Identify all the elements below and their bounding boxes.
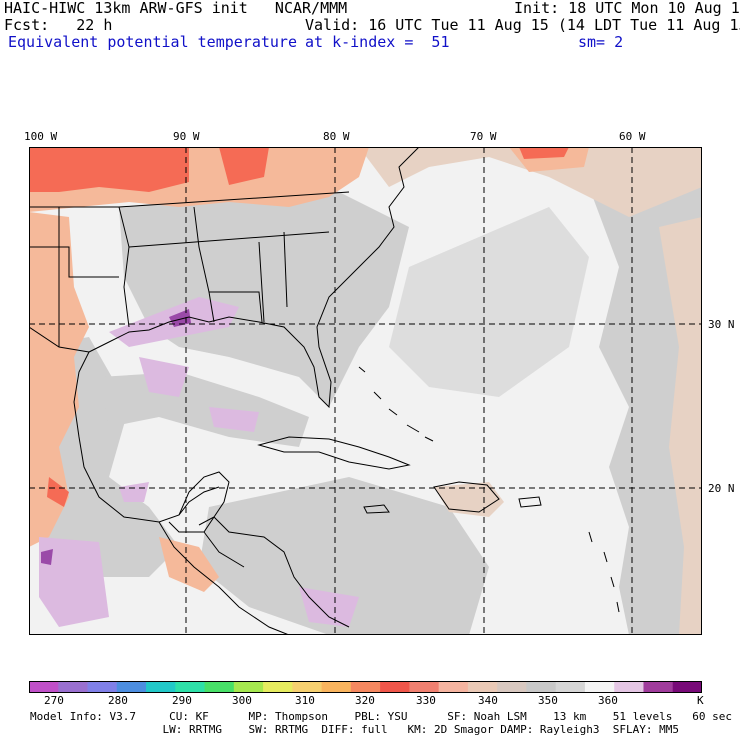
field-hot-plains	[29, 147, 189, 192]
colorbar-label-330: 330	[416, 694, 436, 707]
colorbar-swatch	[584, 681, 615, 693]
forecast-hour: Fcst: 22 h	[4, 16, 113, 34]
map-frame	[29, 147, 702, 635]
colorbar-swatch	[672, 681, 702, 693]
lon-label-80w: 80 W	[323, 130, 350, 143]
colorbar-swatch	[29, 681, 59, 693]
colorbar-label-270: 270	[44, 694, 64, 707]
colorbar-swatch	[321, 681, 352, 693]
field-lilac-gulf	[139, 357, 189, 397]
colorbar-swatch	[526, 681, 557, 693]
colorbar-label-320: 320	[355, 694, 375, 707]
field-tan-northeast	[359, 147, 702, 217]
graticule	[29, 147, 702, 635]
field-purple-mexico	[41, 549, 53, 565]
model-title: HAIC-HIWC 13km ARW-GFS init NCAR/MMM	[4, 0, 348, 17]
colorbar-label-350: 350	[538, 694, 558, 707]
colorbar-swatch	[497, 681, 527, 693]
field-lilac-yucatan	[209, 407, 259, 432]
colorbar	[29, 681, 702, 693]
model-info-line1: Model Info: V3.7 CU: KF MP: Thompson PBL…	[30, 710, 732, 723]
field-lilac-central-america	[119, 482, 149, 502]
lon-label-90w: 90 W	[173, 130, 200, 143]
colorbar-swatch	[87, 681, 118, 693]
field-hot-northeast	[519, 147, 569, 159]
colorbar-swatch	[292, 681, 323, 693]
colorbar-swatch	[467, 681, 498, 693]
theta-e-map	[29, 147, 702, 635]
colorbar-swatch	[614, 681, 644, 693]
colorbar-label-290: 290	[172, 694, 192, 707]
colorbar-swatch	[146, 681, 176, 693]
field-name: Equivalent potential temperature	[8, 33, 297, 51]
colorbar-swatch	[233, 681, 264, 693]
colorbar-swatch	[409, 681, 440, 693]
field-warm-central-america	[159, 537, 219, 592]
coastlines	[29, 147, 620, 635]
field-lilac-caribbean	[299, 587, 359, 627]
colorbar-frame	[29, 681, 702, 693]
colorbar-label-280: 280	[108, 694, 128, 707]
lon-label-60w: 60 W	[619, 130, 646, 143]
colorbar-swatch	[350, 681, 381, 693]
valid-time: Valid: 16 UTC Tue 11 Aug 15 (14 LDT Tue …	[305, 16, 740, 34]
lon-label-100w: 100 W	[24, 130, 58, 143]
level-index: at k-index = 51	[305, 33, 450, 51]
colorbar-swatch	[438, 681, 469, 693]
colorbar-label-340: 340	[478, 694, 498, 707]
colorbar-label-300: 300	[232, 694, 252, 707]
colorbar-label-310: 310	[295, 694, 315, 707]
colorbar-swatch	[643, 681, 674, 693]
field-gray-caribbean	[199, 477, 489, 635]
colorbar-swatch	[175, 681, 206, 693]
field-lilac-southwest-gulf	[39, 537, 109, 627]
colorbar-swatch	[58, 681, 89, 693]
colorbar-label-360: 360	[598, 694, 618, 707]
lat-label-20n: 20 N	[708, 482, 735, 495]
init-time: Init: 18 UTC Mon 10 Aug 15	[514, 0, 740, 17]
field-hot-midwest	[219, 147, 269, 185]
colorbar-swatch	[116, 681, 147, 693]
field-gray-central-atlantic	[389, 207, 589, 397]
lat-label-30n: 30 N	[708, 318, 735, 331]
colorbar-swatch	[380, 681, 410, 693]
colorbar-swatch	[555, 681, 586, 693]
model-info-line2: LW: RRTMG SW: RRTMG DIFF: full KM: 2D Sm…	[30, 723, 680, 736]
colorbar-swatch	[263, 681, 293, 693]
field-warm-west	[29, 212, 89, 547]
colorbar-unit: K	[697, 694, 704, 707]
field-tan-atlantic-east	[659, 217, 702, 635]
smoothing: sm= 2	[578, 33, 624, 51]
lon-label-70w: 70 W	[470, 130, 497, 143]
field-tan-hispaniola	[434, 482, 504, 517]
colorbar-swatch	[204, 681, 235, 693]
field-hot-mexico	[47, 477, 69, 507]
